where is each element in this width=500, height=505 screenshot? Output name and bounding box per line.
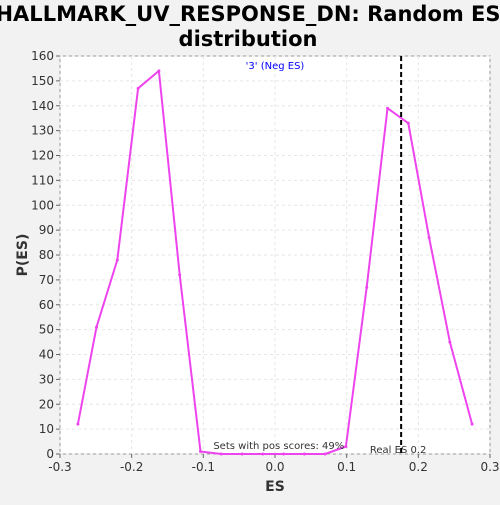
y-tick-label: 50: [39, 323, 54, 337]
y-tick-label: 160: [31, 49, 54, 63]
data-point: [115, 258, 119, 262]
series-line: [76, 69, 474, 455]
y-tick-label: 130: [31, 124, 54, 138]
data-point: [198, 450, 202, 454]
data-point: [323, 452, 327, 456]
x-tick-label: -0.3: [48, 460, 71, 474]
data-point: [76, 422, 80, 426]
grid-layer: [59, 55, 491, 455]
data-point: [219, 452, 223, 456]
annotation-text: Sets with pos scores: 49%: [213, 441, 344, 452]
x-tick-label: -0.1: [192, 460, 215, 474]
data-point: [178, 273, 182, 277]
y-tick-label: 40: [39, 348, 54, 362]
data-point: [282, 452, 286, 456]
data-point: [365, 285, 369, 289]
y-tick-label: 60: [39, 298, 54, 312]
data-layer: '3' (Neg ES) Real ES 0.2 Sets with pos sco…: [76, 56, 474, 456]
axis-layer: 0 10 20 30 40 50 60 70 80 90 100 110 120 130 140 150 160…: [31, 49, 499, 474]
y-tick-label: 110: [31, 173, 54, 187]
y-tick-label: 30: [39, 372, 54, 386]
y-tick-label: 90: [39, 223, 54, 237]
data-point: [470, 422, 474, 426]
y-tick-label: 70: [39, 273, 54, 287]
data-point: [136, 86, 140, 90]
data-point: [240, 452, 244, 456]
chart-title-line2: distribution: [179, 27, 318, 51]
y-tick-label: 150: [31, 74, 54, 88]
data-point: [448, 340, 452, 344]
y-tick-label: 140: [31, 99, 54, 113]
data-point: [386, 106, 390, 110]
x-tick-label: 0.0: [265, 460, 284, 474]
data-point: [157, 69, 161, 73]
y-tick-label: 20: [39, 397, 54, 411]
data-point: [427, 236, 431, 240]
data-point: [95, 325, 99, 329]
x-tick-label: 0.1: [337, 460, 356, 474]
y-tick-label: 120: [31, 149, 54, 163]
x-axis-label: ES: [265, 479, 285, 495]
data-point: [344, 445, 348, 449]
real-es-label: Real ES 0.2: [370, 445, 426, 456]
chart-title-line1: HALLMARK_UV_RESPONSE_DN: Random ES: [0, 2, 500, 26]
data-point: [261, 452, 265, 456]
y-tick-label: 0: [46, 447, 54, 461]
x-tick-label: -0.2: [120, 460, 143, 474]
x-tick-label: 0.3: [480, 460, 499, 474]
data-point: [302, 452, 306, 456]
y-axis-label: P(ES): [15, 234, 31, 277]
x-tick-label: 0.2: [409, 460, 428, 474]
y-tick-label: 10: [39, 422, 54, 436]
y-tick-label: 100: [31, 198, 54, 212]
y-tick-label: 80: [39, 248, 54, 262]
data-point: [406, 121, 410, 125]
legend-entry: '3' (Neg ES): [246, 61, 305, 72]
